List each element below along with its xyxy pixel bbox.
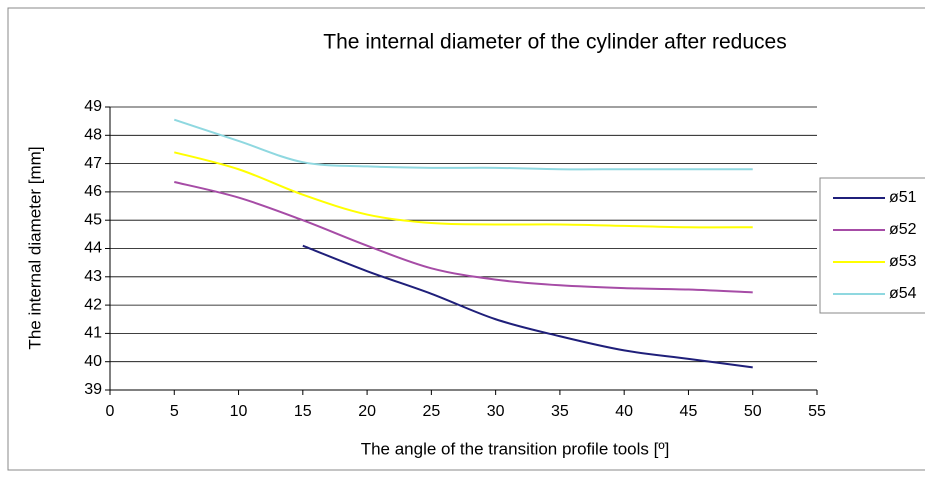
series-line — [173, 118, 753, 171]
legend-label: ø51 — [889, 189, 917, 206]
series-line — [174, 151, 753, 229]
y-tick-label: 41 — [84, 325, 102, 342]
x-tick-label: 10 — [230, 403, 248, 420]
x-tick-label: 15 — [294, 403, 312, 420]
x-tick-label: 25 — [422, 403, 440, 420]
y-tick-label: 45 — [84, 211, 102, 228]
series-line — [174, 181, 753, 294]
legend-box — [819, 177, 925, 314]
series-line — [302, 244, 753, 369]
y-tick-label: 44 — [84, 240, 102, 257]
y-axis-title: The internal diameter [mm] — [25, 146, 44, 349]
y-tick-label: 39 — [84, 381, 102, 398]
x-tick-label: 45 — [680, 403, 698, 420]
x-tick-label: 50 — [744, 403, 762, 420]
legend-label: ø54 — [889, 285, 917, 302]
x-tick-label: 5 — [170, 403, 179, 420]
x-tick-label: 0 — [106, 403, 115, 420]
legend-label: ø52 — [889, 221, 917, 238]
x-tick-label: 55 — [808, 403, 826, 420]
chart-border — [7, 7, 925, 471]
y-tick-label: 49 — [84, 98, 102, 115]
y-tick-label: 40 — [84, 353, 102, 370]
y-tick-label: 42 — [84, 296, 102, 313]
x-tick-label: 20 — [358, 403, 376, 420]
x-tick-label: 40 — [615, 403, 633, 420]
y-tick-label: 48 — [84, 127, 102, 144]
y-tick-label: 43 — [84, 268, 102, 285]
y-tick-label: 46 — [84, 183, 102, 200]
x-axis-title: The angle of the transition profile tool… — [361, 439, 670, 458]
x-tick-label: 30 — [487, 403, 505, 420]
legend-label: ø53 — [889, 253, 917, 270]
x-tick-label: 35 — [551, 403, 569, 420]
y-tick-label: 47 — [84, 155, 102, 172]
chart-title: The internal diameter of the cylinder af… — [323, 31, 786, 54]
